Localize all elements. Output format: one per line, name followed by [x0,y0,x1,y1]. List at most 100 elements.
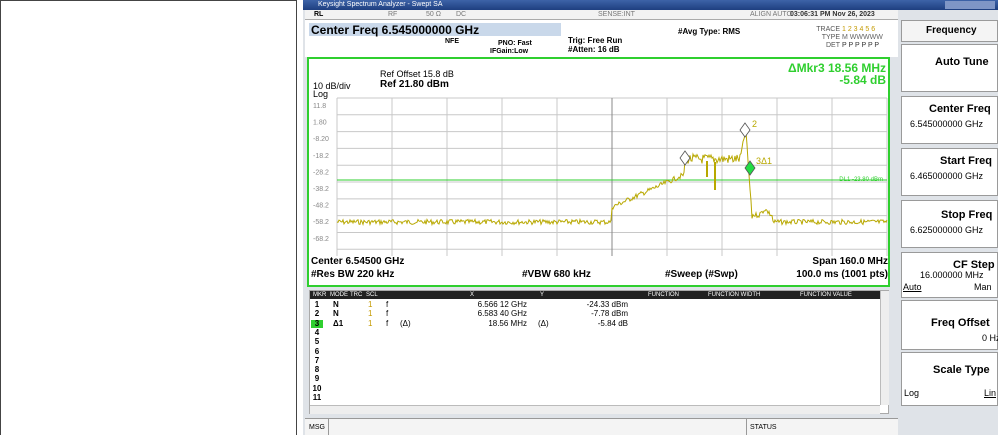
table-header: FUNCTION VALUE [800,292,852,298]
x: 6.583 40 GHz [477,309,527,319]
h-scrollbar[interactable] [310,405,880,414]
window-buttons[interactable] [945,1,995,9]
key-man: Man [974,282,992,292]
v-scrollbar[interactable] [880,291,889,405]
sweep: #Sweep (#Swp) [665,269,738,280]
status: STATUS [750,424,777,431]
msg-divider [328,419,329,435]
trig: Trig: Free Run [568,36,623,45]
align: ALIGN AUTO [750,11,792,18]
det-label: DET [826,42,840,49]
vbw: #VBW 680 kHz [522,269,591,280]
y-label: -38.2 [313,186,329,193]
trace-dip [706,161,716,190]
scale-type-key[interactable]: Scale Type Log Lin [901,352,998,406]
trc: 1 [368,309,373,319]
trc: 1 [368,300,373,309]
table-header-bar [310,291,880,299]
mkr: 11 [312,393,322,402]
marker-1 [679,150,691,166]
x: 18.56 MHz [488,318,527,328]
table-header: Y [540,292,545,298]
center: Center 6.54500 GHz [311,256,405,267]
scl: f [386,300,389,309]
center-freq-key[interactable]: Center Freq 6.545000000 GHz [901,96,998,144]
status-bar [305,418,898,435]
scl: f [386,318,389,328]
key-value: 6.625000000 GHz [910,225,984,235]
ref-level: Ref 21.80 dBm [380,79,449,90]
trace-values: 1 2 3 4 5 6 [842,26,876,33]
det-values: P P P P P P [842,42,880,49]
table-header: TRC [350,292,363,298]
delta-value: -5.84 dB [839,73,886,87]
mode: Δ1 [333,318,344,328]
center-freq-box [309,23,561,36]
key-value: 6.465000000 GHz [910,171,984,181]
trc: 1 [368,318,373,328]
sense: SENSE:INT [598,11,635,18]
marker-2-label: 2 [752,119,757,129]
mkr: 2 [314,309,320,319]
stop-freq-key[interactable]: Stop Freq 6.625000000 GHz [901,200,998,248]
y-label: -48.2 [313,203,329,210]
table-header: FUNCTION WIDTH [708,292,761,298]
key-value: 16.000000 MHz [920,270,984,280]
y-label: 1.80 [313,120,327,127]
menu-label: Frequency [926,25,977,36]
mkr: 1 [314,300,320,309]
nfe: NFE [445,38,459,45]
display-line-label: DL1 -23.80 dBm [839,177,883,183]
pno: PNO: Fast [498,40,532,47]
span: Span 160.0 MHz [812,256,888,267]
spectrum-plot: 11.8 1.80 -8.20 -18.2 -28.2 -38.2 -48.2 -58.2 -6… [307,57,890,287]
sweep-time: 100.0 ms (1001 pts) [796,269,888,280]
start-freq-key[interactable]: Start Freq 6.465000000 GHz [901,148,998,196]
mkr: 4 [314,327,320,337]
trace-label: TRACE [816,26,840,33]
mkr: 3 [314,318,320,328]
rf: RF [388,11,398,18]
y-label: -8.20 [313,136,329,143]
key-label: Center Freq [929,103,991,115]
key-lin: Lin [984,388,997,398]
mkr: 8 [314,365,320,375]
marker-3-label: 3Δ1 [756,156,772,166]
x: 6.566 12 GHz [477,300,527,309]
scale-type: Log [313,89,329,99]
y: -24.33 dBm [586,300,628,309]
key-value: 0 Hz [982,333,998,343]
key-auto: Auto [903,282,922,292]
y-label: -58.2 [313,219,329,226]
table-header: MODE [330,292,348,298]
cf-step-key[interactable]: CF Step 16.000000 MHz Auto Man [901,252,998,298]
table-header: FUNCTION [648,292,679,298]
y: -7.78 dBm [591,309,628,319]
marker-table [309,290,889,414]
auto-tune: Auto Tune [935,56,989,68]
table-header: MKR [313,292,327,298]
freq-offset-key[interactable]: Freq Offset 0 Hz [901,300,998,350]
key-label: Freq Offset [931,317,990,329]
left-panel [0,0,297,435]
func: (Δ) [400,318,411,328]
title-bar [303,0,998,10]
y-label: -18.2 [313,153,329,160]
key-label: Stop Freq [941,209,993,221]
rl: RL [314,11,324,18]
status-divider [746,419,747,435]
ifgain: IFGain:Low [490,48,529,55]
type-label: TYPE [821,34,840,41]
trace [336,131,888,227]
status-row [305,10,898,20]
atten: #Atten: 16 dB [568,45,620,54]
mode: N [333,309,339,319]
key-log: Log [904,388,920,398]
mkr: 6 [314,346,320,356]
mode: N [333,300,339,309]
auto-tune-key[interactable]: Auto Tune [901,44,998,92]
y: -5.84 dB [597,318,628,328]
menu-title: Frequency [901,20,998,42]
res-bw: #Res BW 220 kHz [311,269,395,280]
